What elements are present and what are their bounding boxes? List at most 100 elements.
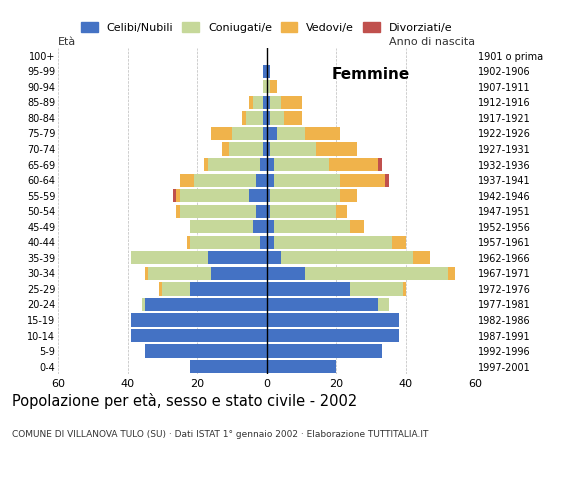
Bar (267, 313, 399, 326)
Bar (253, 96, 263, 109)
Bar (267, 143, 270, 156)
Bar (190, 360, 267, 373)
Bar (145, 267, 148, 280)
Bar (263, 127, 267, 140)
Bar (204, 158, 208, 171)
Bar (232, 127, 263, 140)
Text: Femmine: Femmine (332, 67, 410, 82)
Bar (260, 236, 267, 249)
Bar (281, 96, 302, 109)
Legend: Celibi/Nubili, Coniugati/e, Vedovi/e, Divorziati/e: Celibi/Nubili, Coniugati/e, Vedovi/e, Di… (81, 22, 452, 33)
Bar (270, 111, 284, 124)
Bar (350, 282, 403, 296)
Bar (270, 189, 340, 202)
Bar (190, 282, 267, 296)
Bar (176, 204, 180, 218)
Bar (187, 236, 190, 249)
Bar (131, 329, 267, 342)
Bar (270, 80, 277, 94)
Bar (281, 251, 413, 264)
Bar (267, 345, 382, 358)
Bar (211, 267, 267, 280)
Bar (131, 251, 208, 264)
Text: COMUNE DI VILLANOVA TULO (SU) · Dati ISTAT 1° gennaio 2002 · Elaborazione TUTTIT: COMUNE DI VILLANOVA TULO (SU) · Dati IST… (12, 430, 428, 439)
Bar (263, 96, 267, 109)
Bar (145, 345, 267, 358)
Bar (246, 111, 263, 124)
Bar (173, 189, 176, 202)
Bar (208, 158, 260, 171)
Bar (263, 143, 267, 156)
Bar (263, 111, 267, 124)
Bar (267, 329, 399, 342)
Bar (249, 189, 267, 202)
Bar (267, 173, 274, 187)
Bar (378, 158, 382, 171)
Bar (194, 173, 256, 187)
Bar (385, 173, 389, 187)
Bar (270, 96, 281, 109)
Bar (256, 204, 267, 218)
Bar (176, 189, 180, 202)
Bar (267, 189, 270, 202)
Bar (145, 298, 267, 311)
Bar (305, 127, 340, 140)
Bar (392, 236, 406, 249)
Bar (267, 96, 270, 109)
Bar (329, 158, 378, 171)
Bar (267, 111, 270, 124)
Bar (242, 111, 246, 124)
Bar (159, 282, 162, 296)
Bar (267, 204, 270, 218)
Bar (253, 220, 267, 233)
Bar (180, 204, 256, 218)
Bar (267, 127, 277, 140)
Bar (190, 236, 260, 249)
Bar (267, 236, 274, 249)
Bar (263, 80, 267, 94)
Bar (316, 143, 357, 156)
Bar (148, 267, 211, 280)
Bar (305, 267, 448, 280)
Bar (340, 189, 357, 202)
Bar (131, 313, 267, 326)
Bar (208, 251, 267, 264)
Bar (413, 251, 430, 264)
Bar (260, 158, 267, 171)
Bar (267, 298, 378, 311)
Bar (180, 173, 194, 187)
Bar (270, 204, 336, 218)
Bar (267, 158, 274, 171)
Bar (284, 111, 302, 124)
Bar (378, 298, 389, 311)
Bar (336, 204, 347, 218)
Bar (211, 127, 232, 140)
Bar (267, 251, 281, 264)
Bar (267, 65, 270, 78)
Bar (403, 282, 406, 296)
Text: Anno di nascita: Anno di nascita (390, 37, 476, 48)
Bar (267, 80, 270, 94)
Bar (274, 220, 350, 233)
Bar (270, 143, 316, 156)
Bar (180, 189, 249, 202)
Bar (229, 143, 263, 156)
Bar (267, 360, 336, 373)
Bar (190, 220, 253, 233)
Bar (256, 173, 267, 187)
Text: Età: Età (58, 37, 76, 48)
Bar (162, 282, 190, 296)
Bar (340, 173, 385, 187)
Bar (142, 298, 145, 311)
Bar (274, 173, 340, 187)
Bar (267, 220, 274, 233)
Bar (277, 127, 305, 140)
Bar (222, 143, 229, 156)
Bar (267, 282, 350, 296)
Bar (350, 220, 364, 233)
Bar (274, 236, 392, 249)
Bar (249, 96, 253, 109)
Bar (448, 267, 455, 280)
Bar (267, 267, 305, 280)
Bar (274, 158, 329, 171)
